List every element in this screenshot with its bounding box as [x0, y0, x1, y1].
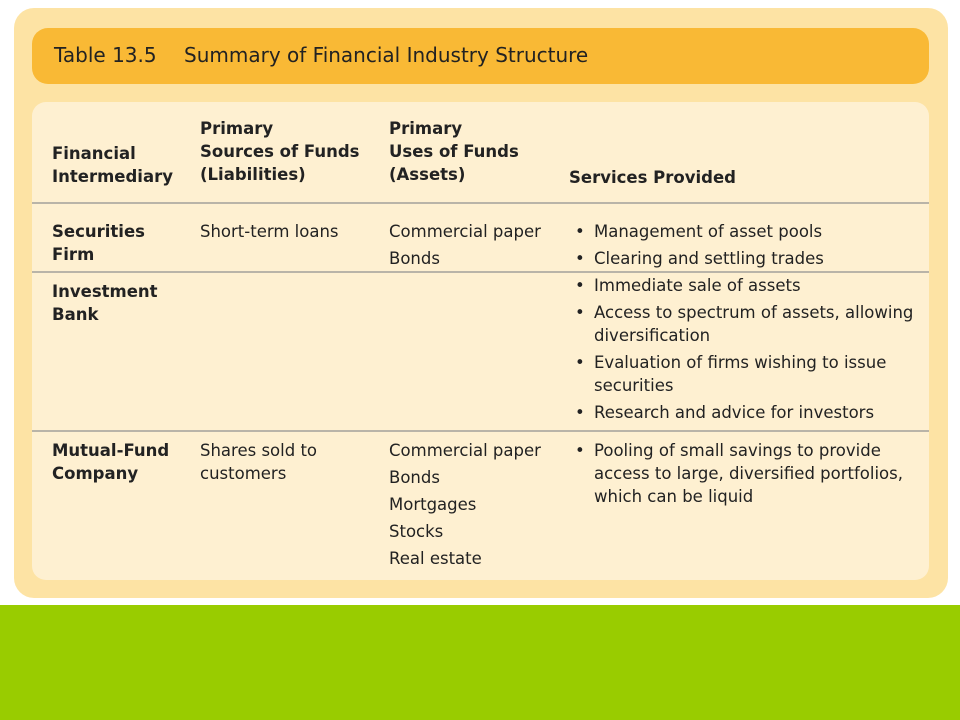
- table-panel: Table 13.5 Summary of Financial Industry …: [14, 8, 948, 598]
- header-uses: Primary Uses of Funds (Assets): [389, 119, 519, 184]
- service-item: Immediate sale of assets: [572, 274, 913, 297]
- row-1-intermediary: Securities Firm: [52, 222, 145, 264]
- service-item: Pooling of small savings to provide acce…: [572, 439, 903, 508]
- row-rule-2: [32, 430, 929, 432]
- title-bar: Table 13.5 Summary of Financial Industry …: [32, 28, 929, 84]
- row-3-sources: Shares sold to customers: [200, 441, 318, 483]
- row-3-services: Pooling of small savings to provide acce…: [572, 439, 903, 512]
- table-title: Table 13.5 Summary of Financial Industry …: [54, 43, 588, 67]
- header-services: Services Provided: [569, 168, 736, 187]
- use-item: Mortgages: [389, 495, 477, 514]
- use-item: Bonds: [389, 468, 440, 487]
- footer-band: [0, 605, 960, 720]
- header-intermediary: Financial Intermediary: [52, 144, 173, 186]
- use-item: Commercial paper: [389, 441, 541, 460]
- row-3-intermediary: Mutual-Fund Company: [52, 441, 170, 483]
- use-item: Bonds: [389, 249, 440, 268]
- row-rule-1: [32, 271, 929, 273]
- header-rule: [32, 202, 929, 204]
- service-item: Access to spectrum of assets, allowing d…: [572, 301, 913, 347]
- row-1-sources: Short-term loans: [200, 222, 339, 241]
- table-number: Table 13.5: [54, 43, 157, 67]
- row-2-services: Immediate sale of assets Access to spect…: [572, 274, 913, 428]
- service-item: Research and advice for investors: [572, 401, 913, 424]
- service-item: Evaluation of firms wishing to issue sec…: [572, 351, 913, 397]
- service-item: Clearing and settling trades: [572, 247, 824, 270]
- table-title-text: Summary of Financial Industry Structure: [184, 43, 589, 67]
- row-2-intermediary: Investment Bank: [52, 282, 158, 324]
- use-item: Real estate: [389, 549, 482, 568]
- row-3-uses: Commercial paper Bonds Mortgages Stocks …: [389, 437, 541, 572]
- service-item: Management of asset pools: [572, 220, 824, 243]
- row-1-uses: Commercial paper Bonds: [389, 218, 541, 272]
- table-body: Financial Intermediary Primary Sources o…: [32, 102, 929, 580]
- use-item: Commercial paper: [389, 222, 541, 241]
- row-1-services: Management of asset pools Clearing and s…: [572, 220, 824, 274]
- use-item: Stocks: [389, 522, 444, 541]
- header-sources: Primary Sources of Funds (Liabilities): [200, 119, 360, 184]
